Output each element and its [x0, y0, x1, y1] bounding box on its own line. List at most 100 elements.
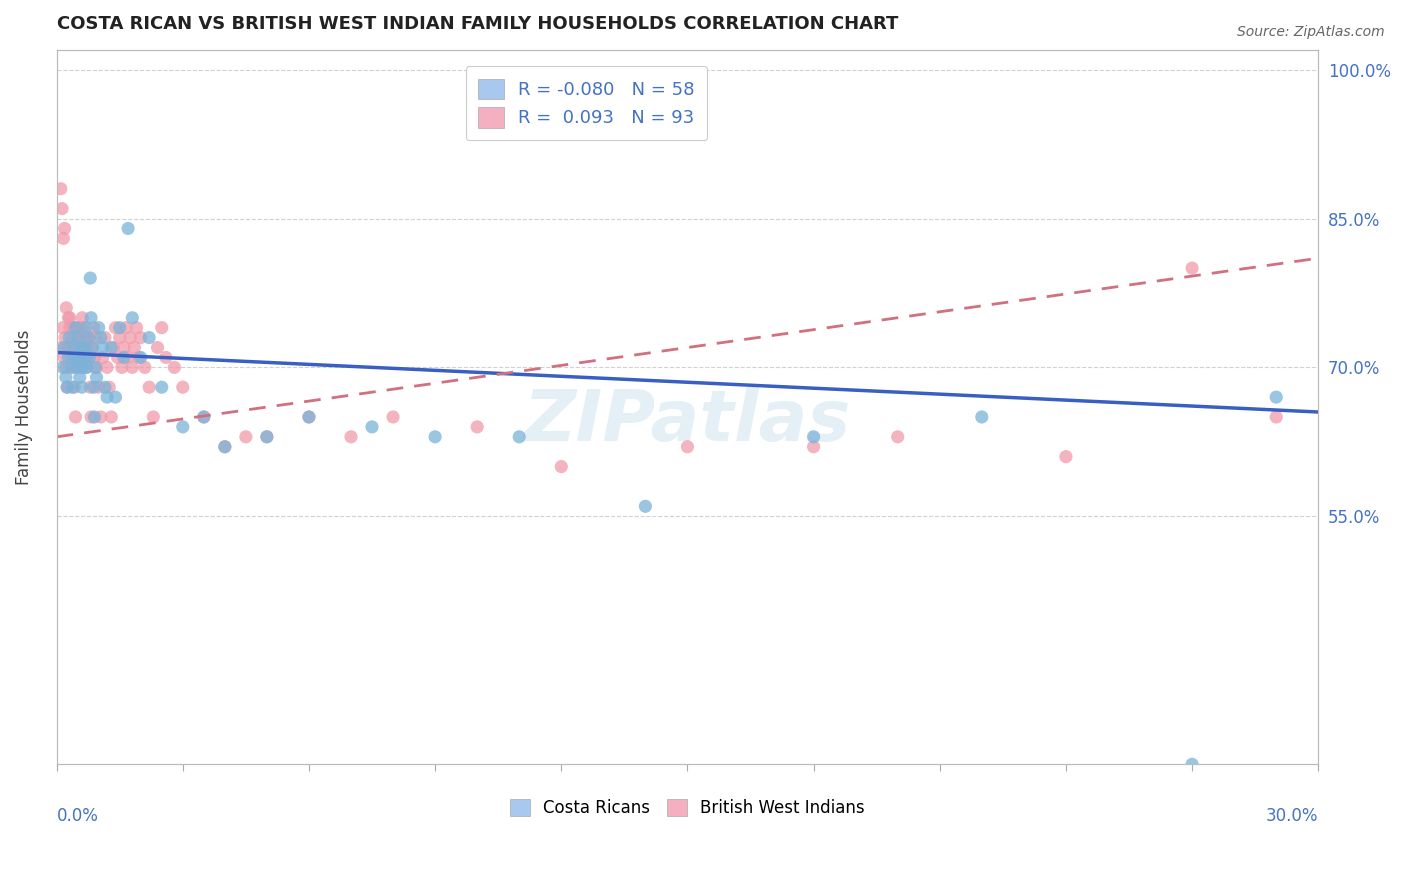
Point [63, 380, 86, 394]
Point [72, 320, 94, 334]
Point [508, 430, 530, 444]
Point [361, 420, 384, 434]
Point [193, 409, 215, 424]
Point [66, 330, 89, 344]
Point [803, 430, 825, 444]
Point [80, 310, 103, 325]
Point [86, 370, 108, 384]
Point [108, 330, 131, 344]
Point [65, 320, 87, 334]
Point [76, 341, 98, 355]
Point [58, 341, 80, 355]
Point [59, 320, 82, 334]
Point [1181, 757, 1204, 772]
Point [98, 380, 121, 394]
Point [120, 330, 142, 344]
Point [91, 341, 114, 355]
Point [298, 409, 321, 424]
Point [150, 380, 173, 394]
Point [87, 320, 110, 334]
Point [83, 409, 105, 424]
Point [1265, 390, 1288, 404]
Text: ZIPatlas: ZIPatlas [524, 387, 851, 456]
Point [67, 351, 90, 365]
Point [53, 221, 76, 235]
Point [73, 330, 96, 344]
Point [340, 430, 363, 444]
Point [90, 409, 112, 424]
Point [193, 409, 215, 424]
Point [76, 360, 98, 375]
Point [129, 351, 152, 365]
Point [163, 360, 186, 375]
Y-axis label: Family Households: Family Households [15, 329, 32, 484]
Point [94, 380, 117, 394]
Point [96, 360, 118, 375]
Point [53, 351, 76, 365]
Point [142, 409, 165, 424]
Point [117, 221, 139, 235]
Point [214, 440, 236, 454]
Point [55, 360, 77, 375]
Point [60, 341, 83, 355]
Point [67, 330, 90, 344]
Point [75, 351, 97, 365]
Point [70, 360, 93, 375]
Point [83, 380, 105, 394]
Point [62, 341, 84, 355]
Point [52, 231, 75, 245]
Point [75, 360, 97, 375]
Point [86, 360, 108, 375]
Point [67, 351, 90, 365]
Point [90, 330, 112, 344]
Point [124, 341, 146, 355]
Point [56, 380, 79, 394]
Point [76, 341, 98, 355]
Point [256, 430, 278, 444]
Point [129, 330, 152, 344]
Point [63, 351, 86, 365]
Point [112, 351, 135, 365]
Text: COSTA RICAN VS BRITISH WEST INDIAN FAMILY HOUSEHOLDS CORRELATION CHART: COSTA RICAN VS BRITISH WEST INDIAN FAMIL… [56, 15, 898, 33]
Point [49, 182, 72, 196]
Point [121, 310, 143, 325]
Point [1181, 261, 1204, 276]
Point [60, 360, 83, 375]
Point [121, 360, 143, 375]
Point [69, 320, 91, 334]
Point [103, 341, 125, 355]
Point [66, 341, 89, 355]
Point [65, 341, 87, 355]
Point [62, 360, 84, 375]
Point [676, 440, 699, 454]
Point [59, 310, 82, 325]
Point [62, 330, 84, 344]
Point [87, 380, 110, 394]
Point [51, 341, 73, 355]
Point [111, 360, 134, 375]
Point [108, 320, 131, 334]
Point [634, 500, 657, 514]
Point [91, 351, 114, 365]
Point [256, 430, 278, 444]
Point [83, 320, 105, 334]
Point [62, 380, 84, 394]
Point [58, 310, 80, 325]
Point [52, 360, 75, 375]
Text: Source: ZipAtlas.com: Source: ZipAtlas.com [1237, 25, 1385, 39]
Point [125, 320, 148, 334]
Point [77, 330, 100, 344]
Point [104, 320, 127, 334]
Point [79, 330, 101, 344]
Point [138, 330, 160, 344]
Point [138, 380, 160, 394]
Point [60, 351, 83, 365]
Point [80, 409, 103, 424]
Point [55, 301, 77, 315]
Point [75, 330, 97, 344]
Point [970, 409, 993, 424]
Point [66, 320, 89, 334]
Point [155, 351, 177, 365]
Point [70, 341, 93, 355]
Point [56, 341, 79, 355]
